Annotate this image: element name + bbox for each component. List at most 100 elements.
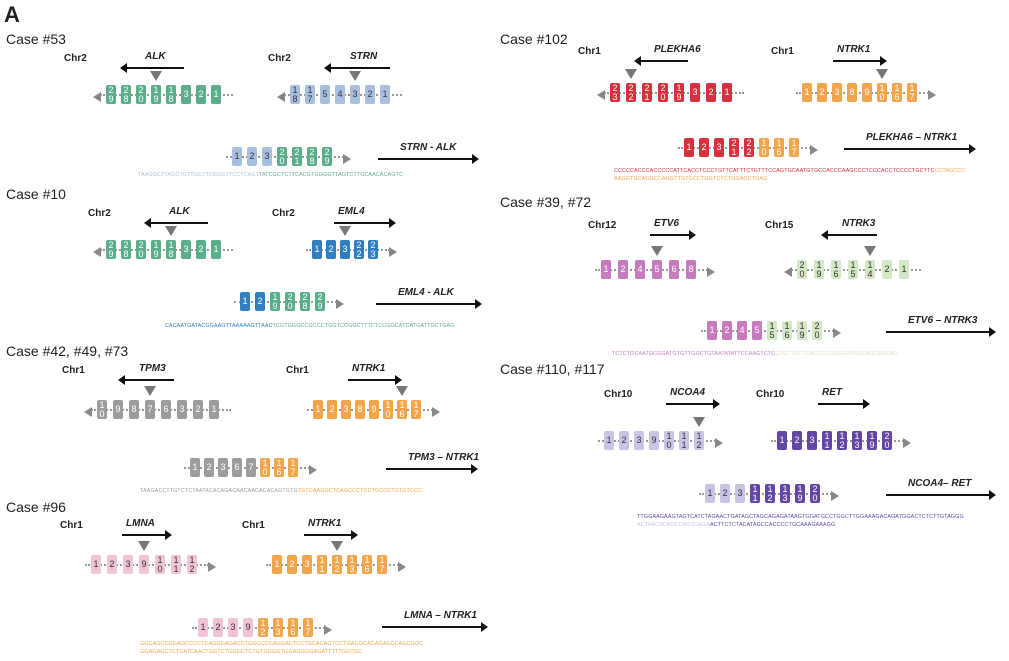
fusion-direction-arrow <box>382 622 488 632</box>
c42-g1-exon: 8 <box>129 400 139 419</box>
c110-g1-exon: 2 <box>619 431 629 450</box>
c42-g1-exon: 7 <box>145 400 155 419</box>
junction-sequence: AAGGTGCAGGCCAGGTTGTGCCTGGTCTCTGGAGCTGAG <box>614 176 768 182</box>
c102-g1-exon: 2 3 <box>610 83 620 102</box>
c39-fusion-exon: 2 0 <box>812 321 822 340</box>
c39-fusion-exon: 5 <box>752 321 762 340</box>
c42-g1-exon: 1 0 <box>97 400 107 419</box>
c96-g1-exon: 9 <box>139 555 149 574</box>
c42-g2-exon: 2 <box>327 400 337 419</box>
gene-name: STRN <box>350 51 378 62</box>
c53-g2-exon: 1 7 <box>305 85 315 104</box>
chromosome-label: Chr12 <box>588 220 617 231</box>
c10-g1-exon: 1 8 <box>166 240 176 259</box>
panel-label: A <box>4 2 20 27</box>
c110-g1-exon: 9 <box>649 431 659 450</box>
c10-g1-exon: 2 8 <box>121 240 131 259</box>
c53-g1-exon: 2 0 <box>136 85 146 104</box>
c53-g2-exon: 5 <box>320 85 330 104</box>
c102-g2-exon: 1 7 <box>907 83 917 102</box>
c42-g1-exon: 3 <box>177 400 187 419</box>
c39-fusion-exon: 2 <box>722 321 732 340</box>
c10-g1-exon: 3 <box>181 240 191 259</box>
fusion-direction-arrow <box>886 490 996 500</box>
c39-g2-exon: 1 6 <box>831 260 841 279</box>
c102-g1-exon: 2 0 <box>658 83 668 102</box>
fusion-direction-arrow <box>386 464 478 474</box>
c110-fusion-exon: 1 9 <box>795 484 805 503</box>
c102-g2-exon: 1 <box>802 83 812 102</box>
fusion-direction-arrow <box>378 154 479 164</box>
c10-g1-exon: 2 0 <box>136 240 146 259</box>
fusion-direction-arrow <box>844 144 976 154</box>
c10-fusion-exon: 2 8 <box>300 292 310 311</box>
c110-g2-exon: 1 2 <box>837 431 847 450</box>
c102-g1-exon: 1 <box>722 83 732 102</box>
chromosome-label: Chr1 <box>60 520 83 531</box>
c42-fusion-exon: 3 <box>218 458 228 477</box>
breakpoint-marker <box>396 386 408 396</box>
c96-g2-exon: 3 <box>302 555 312 574</box>
c110-fusion-exon: 3 <box>735 484 745 503</box>
c10-g2-exon: 3 <box>340 240 350 259</box>
fusion-name: TPM3 – NTRK1 <box>408 452 480 463</box>
junction-sequence: TCTCTGCAATGCGGATGTGTTGGCTGTAATATATTCCAAG… <box>612 351 898 357</box>
c53-g1-exon: 2 <box>196 85 206 104</box>
case-title: Case #53 <box>6 31 66 47</box>
gene-name: ALK <box>145 51 166 62</box>
breakpoint-marker <box>693 417 705 427</box>
c96-fusion-exon: 9 <box>243 618 253 637</box>
c110-g2-exon: 2 <box>792 431 802 450</box>
c110-fusion-exon: 2 <box>720 484 730 503</box>
chromosome-label: Chr1 <box>286 365 309 376</box>
c96-g2-exon: 1 2 <box>332 555 342 574</box>
c39-g2-exon: 2 <box>882 260 892 279</box>
c110-fusion-exon: 1 2 <box>765 484 775 503</box>
c110-g1-exon: 1 0 <box>664 431 674 450</box>
c96-g2-exon: 1 7 <box>377 555 387 574</box>
c42-g2-exon: 1 6 <box>397 400 407 419</box>
c10-fusion-exon: 2 0 <box>285 292 295 311</box>
fusion-name: STRN - ALK <box>400 142 457 153</box>
c42-g1-exon: 6 <box>161 400 171 419</box>
c39-g1-exon: 8 <box>686 260 696 279</box>
junction-sequence: ACTAACACAGCCAGTGAGAACTTCTCTACATAGCCACCCC… <box>637 522 836 528</box>
fusion-name: ETV6 – NTRK3 <box>908 315 978 326</box>
c42-fusion-exon: 7 <box>246 458 256 477</box>
c96-fusion-exon: 1 6 <box>288 618 298 637</box>
breakpoint-marker <box>144 386 156 396</box>
chromosome-label: Chr1 <box>771 46 794 57</box>
c53-g1-exon: 2 9 <box>106 85 116 104</box>
gene-name: ALK <box>169 206 190 217</box>
c110-g2-exon: 1 3 <box>852 431 862 450</box>
gene-name: NTRK1 <box>837 44 871 55</box>
c102-fusion-exon: 3 <box>714 138 724 157</box>
c10-g1-exon: 1 9 <box>151 240 161 259</box>
junction-sequence: GGCAGCCGGAGCCCCTCAGGGAGACCTGGGCCCAGGACTC… <box>140 641 424 647</box>
c42-fusion-exon: 1 <box>190 458 200 477</box>
gene-name: NTRK3 <box>842 218 876 229</box>
c42-g2-exon: 1 7 <box>411 400 421 419</box>
c10-g1-exon: 2 9 <box>106 240 116 259</box>
chromosome-label: Chr2 <box>88 208 111 219</box>
breakpoint-marker <box>349 71 361 81</box>
c53-g2-exon: 4 <box>335 85 345 104</box>
gene-name: EML4 <box>338 206 365 217</box>
breakpoint-marker <box>138 541 150 551</box>
junction-sequence: CCCCCACCCACCCCCATTCACCTCCCTGTTCATTTCTGTT… <box>614 168 966 174</box>
c39-fusion-exon: 1 <box>707 321 717 340</box>
case-title: Case #10 <box>6 186 66 202</box>
c39-g1-backbone <box>595 267 715 277</box>
c10-g2-exon: 2 2 <box>354 240 364 259</box>
c110-g1-exon: 1 2 <box>694 431 704 450</box>
c96-fusion-exon: 1 2 <box>258 618 268 637</box>
transcription-direction-arrow <box>818 399 870 409</box>
c96-g1-exon: 2 <box>107 555 117 574</box>
c96-fusion-exon: 1 <box>198 618 208 637</box>
c53-fusion-exon: 2 8 <box>307 147 317 166</box>
transcription-direction-arrow <box>348 375 402 385</box>
c39-fusion-exon: 1 5 <box>767 321 777 340</box>
c110-fusion-exon: 2 0 <box>810 484 820 503</box>
breakpoint-marker <box>864 246 876 256</box>
c96-g1-exon: 1 2 <box>187 555 197 574</box>
